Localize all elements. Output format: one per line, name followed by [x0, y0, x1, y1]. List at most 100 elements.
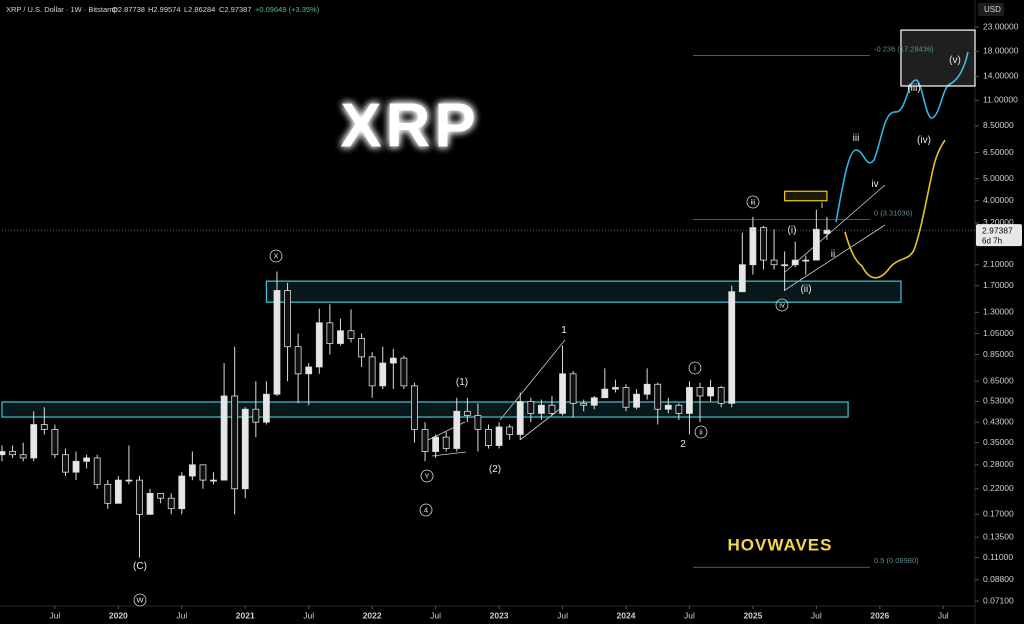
candle-body: [686, 387, 693, 414]
candle-body: [284, 290, 291, 348]
candle-body: [749, 227, 757, 266]
wave-label: ii: [831, 249, 835, 260]
y-tick-label: 0.35000: [983, 437, 1014, 447]
candle-body: [728, 291, 736, 404]
candle-body: [675, 404, 683, 414]
candle-body: [770, 259, 778, 266]
candle-body: [389, 357, 397, 364]
ohlc-change: +0.09649 (+3.35%): [255, 5, 320, 14]
header: XRP / U.S. Dollar · 1W · Bitstamp O2.877…: [6, 5, 320, 14]
fib-label: -0.236 (17.28436): [874, 44, 934, 53]
y-tick-label: 0.85000: [983, 349, 1014, 359]
wave-circle: [694, 425, 708, 439]
x-tick-label: 2021: [236, 610, 255, 620]
wave-label: 1: [561, 325, 567, 336]
wave-circle: [420, 469, 434, 483]
last-price-label: 2.97387: [982, 225, 1013, 235]
wave-label: 4: [424, 505, 428, 514]
y-tick-label: 1.70000: [983, 280, 1014, 290]
candle-body: [337, 330, 344, 344]
candle-body: [633, 393, 640, 408]
y-tick-label: 0.11000: [983, 552, 1013, 562]
candle-body: [495, 426, 503, 446]
x-tick-label: Jul: [49, 610, 60, 620]
wave-label: iii: [751, 197, 756, 206]
candle-body: [125, 479, 133, 482]
candle-body: [527, 401, 535, 414]
x-tick-label: Jul: [938, 610, 949, 620]
candle-body: [72, 460, 80, 473]
y-tick-label: 2.10000: [983, 259, 1014, 269]
candle-body: [654, 383, 662, 410]
candle-body: [791, 259, 799, 266]
candle-body: [93, 457, 101, 485]
x-tick-label: Jul: [430, 610, 441, 620]
candle-body: [696, 387, 704, 397]
candle-body: [707, 387, 714, 397]
currency: USD: [984, 5, 1001, 14]
candle-body: [326, 322, 334, 344]
wave-label: (iii): [907, 83, 920, 94]
wave-label: (i): [788, 225, 797, 236]
currency-box[interactable]: [978, 3, 1004, 16]
y-tick-label: 8.50000: [983, 120, 1014, 130]
y-tick-label: 0.17000: [983, 509, 1014, 519]
x-tick-label: Jul: [557, 610, 568, 620]
wave-circle: [269, 249, 283, 263]
candle-body: [812, 228, 820, 261]
wave-label: iv: [871, 179, 878, 190]
candle-body: [241, 408, 249, 490]
x-tick-label: 2025: [743, 610, 762, 620]
candle-body: [738, 264, 746, 293]
candle-body: [442, 436, 450, 449]
y-tick-label: 0.53000: [983, 396, 1014, 406]
candle-body: [368, 356, 376, 387]
candle-body: [569, 373, 577, 404]
candle-body: [305, 366, 313, 375]
projection-path: [844, 139, 946, 279]
candle-body: [717, 387, 725, 404]
wave-label: (ii): [800, 284, 811, 295]
candle-body: [220, 395, 228, 481]
y-tick-label: 1.30000: [983, 307, 1014, 317]
candle-body: [781, 264, 789, 267]
countdown: 6d 7h: [982, 236, 1002, 245]
fib-label: 0 (3.31036): [874, 209, 913, 218]
y-tick-label: 1.05000: [983, 328, 1014, 338]
x-tick-label: Jul: [684, 610, 695, 620]
candle-body: [30, 424, 38, 459]
title: XRP: [340, 91, 479, 160]
candle-body: [0, 451, 6, 456]
candle-body: [400, 357, 408, 387]
candle-body: [463, 410, 471, 416]
candle-body: [19, 454, 27, 459]
candle-body: [537, 404, 545, 414]
candle-body: [379, 362, 387, 387]
wave-label: iv: [779, 300, 785, 309]
candle-body: [506, 426, 514, 435]
candle-body: [178, 475, 186, 510]
wave-circle: [419, 503, 433, 517]
ohlc-high: H2.99574: [148, 5, 181, 14]
candle-body: [823, 229, 831, 234]
candle-body: [157, 492, 165, 499]
wave-label: (2): [489, 464, 501, 475]
candle-body: [104, 483, 112, 504]
wave-label: ii: [699, 427, 703, 436]
y-tick-label: 0.08800: [983, 574, 1014, 584]
trend-line: [784, 184, 886, 291]
candle-body: [347, 330, 355, 339]
candle-body: [453, 410, 461, 449]
y-tick-label: 4.00000: [983, 195, 1014, 205]
wave-label: X: [273, 251, 278, 260]
candle-body: [199, 464, 207, 481]
candle-body: [580, 402, 588, 406]
candle-body: [315, 322, 323, 368]
trend-line: [499, 339, 566, 421]
candle-body: [612, 387, 619, 390]
y-tick-label: 6.50000: [983, 147, 1014, 157]
candle-body: [358, 337, 365, 358]
